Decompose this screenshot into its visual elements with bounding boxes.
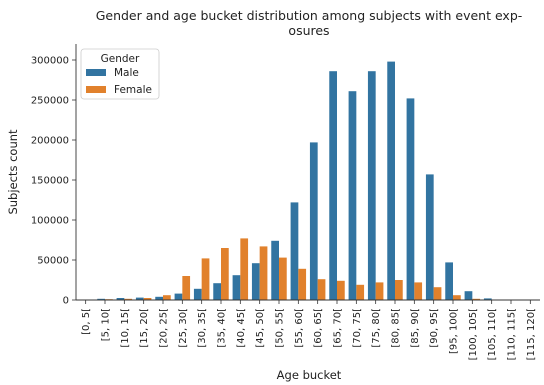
y-tick-label: 0 <box>63 296 69 307</box>
bar-male-7 <box>213 283 221 300</box>
x-tick-label: [30, 35[ <box>197 308 208 348</box>
bar-male-17 <box>406 98 415 301</box>
bar-female-17 <box>414 282 423 300</box>
x-tick-label: [85, 90[ <box>410 308 421 348</box>
bar-male-21 <box>483 298 492 300</box>
bar-male-18 <box>425 174 434 300</box>
x-tick-label: [40, 45[ <box>236 308 247 348</box>
bar-male-6 <box>193 288 202 300</box>
bar-female-14 <box>356 284 365 300</box>
x-axis-label: Age bucket <box>277 368 342 382</box>
bar-female-15 <box>375 282 384 300</box>
x-tick-label: [35, 40[ <box>217 308 228 348</box>
y-axis-label: Subjects count <box>6 129 20 215</box>
x-tick-label: [80, 85[ <box>391 308 402 348</box>
bar-female-11 <box>298 268 307 300</box>
bar-male-5 <box>174 293 183 300</box>
y-tick-label: 250000 <box>31 96 69 107</box>
bar-male-2 <box>116 298 125 300</box>
x-tick-label: [70, 75[ <box>352 308 363 348</box>
legend: Gender Male Female <box>80 48 160 100</box>
plot-area: 0 50000 100000 150000 200000 250000 300000 [0, … <box>31 44 540 360</box>
bar-female-12 <box>317 279 326 300</box>
x-tick-label: [110, 115[ <box>507 308 518 360</box>
bar-male-8 <box>232 275 241 300</box>
bar-female-10 <box>279 257 287 300</box>
x-tick-label: [5, 10[ <box>101 308 112 341</box>
bar-female-3 <box>143 298 152 300</box>
x-tick-label: [50, 55[ <box>275 308 286 348</box>
y-tick-label: 50000 <box>37 256 69 267</box>
x-tick-label: [20, 25[ <box>159 308 170 348</box>
legend-swatch-male <box>86 69 106 76</box>
bar-female-4 <box>163 295 171 300</box>
legend-label-female: Female <box>114 84 152 96</box>
bar-female-7 <box>221 248 229 300</box>
bar-female-19 <box>453 295 461 300</box>
bar-male-1 <box>97 298 105 300</box>
bar-female-5 <box>182 276 191 300</box>
bar-male-11 <box>290 202 299 300</box>
x-tick-label: [60, 65[ <box>313 308 324 348</box>
bar-male-4 <box>155 296 163 300</box>
bar-male-15 <box>367 71 376 300</box>
bar-female-6 <box>201 258 210 300</box>
bar-male-20 <box>464 291 473 300</box>
bar-male-16 <box>387 61 395 300</box>
bar-female-18 <box>433 287 442 300</box>
legend-label-male: Male <box>114 67 139 79</box>
bar-male-19 <box>445 262 453 300</box>
x-tick-label: [90, 95[ <box>429 308 440 348</box>
bar-female-2 <box>124 298 133 300</box>
bar-male-10 <box>271 240 279 300</box>
bar-male-9 <box>251 263 260 300</box>
x-tick-label: [10, 15[ <box>120 308 131 348</box>
bar-female-16 <box>395 280 403 300</box>
x-tick-label: [100, 105[ <box>468 308 479 360</box>
x-tick-label: [105, 110[ <box>487 308 498 360</box>
x-tick-label: [45, 50[ <box>255 308 266 348</box>
chart-title-line-2: osures <box>288 23 329 38</box>
bar-male-14 <box>348 91 357 300</box>
y-tick-label: 300000 <box>31 56 69 67</box>
bar-female-13 <box>337 280 345 300</box>
x-tick-label: [75, 80[ <box>371 308 382 348</box>
x-tick-label: [15, 20[ <box>139 308 150 348</box>
bar-female-9 <box>259 246 268 300</box>
x-tick-label: [55, 60[ <box>294 308 305 348</box>
bar-male-13 <box>329 71 337 300</box>
y-tick-label: 150000 <box>31 176 69 187</box>
chart-title-line-1: Gender and age bucket distribution among… <box>96 8 523 23</box>
legend-title: Gender <box>101 53 140 65</box>
y-tick-label: 100000 <box>31 216 69 227</box>
bar-female-8 <box>240 238 249 300</box>
x-tick-label: [115, 120[ <box>526 308 537 360</box>
x-tick-label: [25, 30[ <box>178 308 189 348</box>
x-tick-label: [0, 5[ <box>81 308 92 335</box>
legend-swatch-female <box>86 86 106 93</box>
x-tick-label: [95, 100[ <box>449 308 460 354</box>
bar-male-3 <box>135 297 144 300</box>
bar-female-20 <box>472 298 481 300</box>
y-tick-label: 200000 <box>31 136 69 147</box>
x-tick-label: [65, 70[ <box>333 308 344 348</box>
bar-male-12 <box>309 142 318 300</box>
